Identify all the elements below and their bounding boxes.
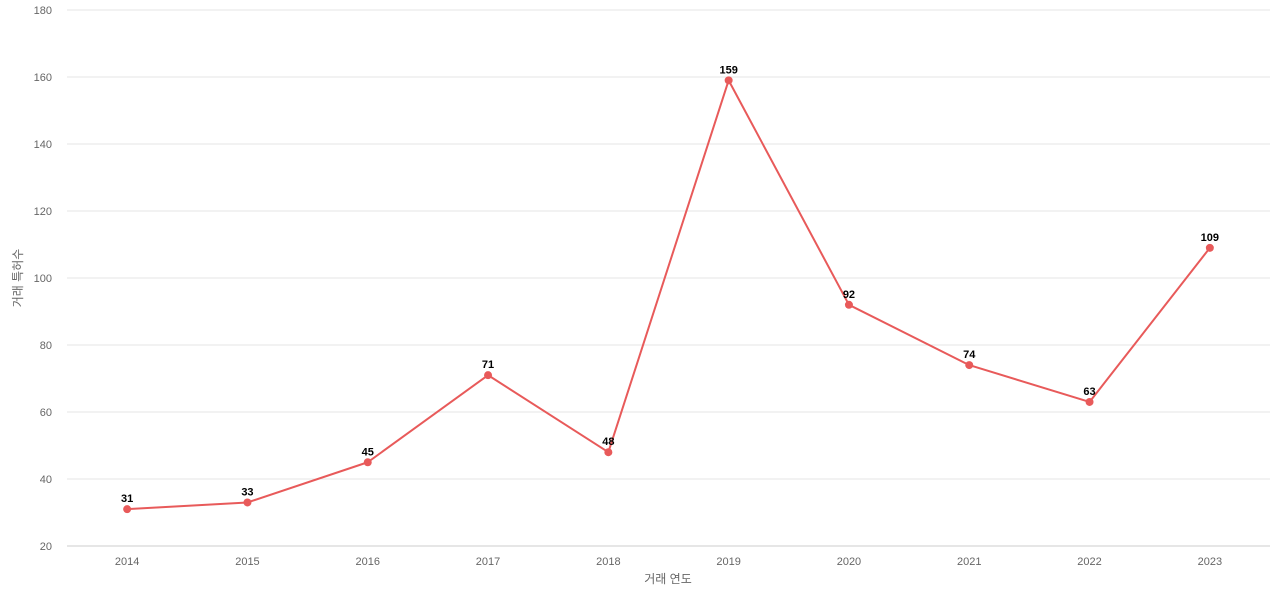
data-label: 159: [719, 64, 737, 76]
x-axis-title: 거래 연도: [644, 572, 692, 586]
x-tick-label: 2017: [476, 556, 500, 568]
data-point: [724, 76, 733, 85]
data-label: 63: [1083, 386, 1095, 398]
y-tick-label: 180: [34, 5, 52, 17]
data-label: 71: [482, 359, 494, 371]
x-axis: 2014 2015 2016 2017 2018 2019 2020 2021 2022 2023: [67, 545, 1270, 568]
y-tick-label: 120: [34, 206, 52, 218]
data-point: [1205, 243, 1214, 252]
y-tick-label: 160: [34, 72, 52, 84]
y-tick-label: 20: [40, 541, 52, 553]
x-tick-label: 2022: [1077, 556, 1101, 568]
data-labels: 31 33 45 71 48 159 92 74 63 109: [121, 64, 1219, 505]
data-point: [123, 505, 132, 514]
x-tick-label: 2015: [235, 556, 259, 568]
data-label: 45: [362, 446, 374, 458]
x-tick-label: 2023: [1198, 556, 1222, 568]
x-tick-label: 2020: [837, 556, 861, 568]
series-line: [127, 79, 1211, 511]
data-point: [965, 361, 974, 370]
y-tick-label: 80: [40, 340, 52, 352]
y-tick-label: 100: [34, 273, 52, 285]
series-line-group: [123, 76, 1214, 514]
data-point: [604, 448, 613, 457]
data-point: [844, 300, 853, 309]
data-point: [243, 498, 252, 507]
x-tick-label: 2019: [716, 556, 740, 568]
x-tick-label: 2014: [115, 556, 139, 568]
y-axis: 20 40 60 80 100 120 140 160 180: [34, 5, 52, 553]
data-label: 33: [241, 486, 253, 498]
data-label: 92: [843, 289, 855, 301]
y-axis-title: 거래 특허수: [11, 249, 25, 308]
x-tick-label: 2018: [596, 556, 620, 568]
gridlines: [67, 9, 1270, 480]
y-tick-label: 60: [40, 407, 52, 419]
y-tick-label: 40: [40, 474, 52, 486]
data-point: [363, 458, 372, 467]
data-label: 109: [1201, 232, 1219, 244]
data-label: 74: [963, 349, 976, 361]
data-point: [484, 371, 493, 380]
data-point: [1085, 397, 1094, 406]
y-tick-label: 140: [34, 139, 52, 151]
x-tick-label: 2021: [957, 556, 981, 568]
data-label: 31: [121, 493, 133, 505]
data-label: 48: [602, 436, 614, 448]
x-tick-label: 2016: [356, 556, 380, 568]
